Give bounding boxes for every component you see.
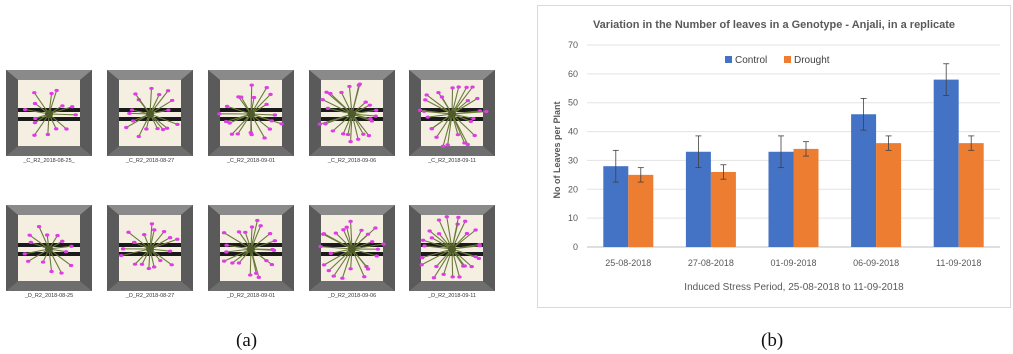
error-bar xyxy=(695,135,702,169)
bar-drought-27-08-2018 xyxy=(710,171,736,247)
bar-drought-11-09-2018 xyxy=(958,143,984,247)
legend-label: Control xyxy=(735,55,767,66)
image-caption: _C_R2_2018-09-01 xyxy=(226,158,276,164)
plant-image xyxy=(309,205,395,291)
y-tick-label: 60 xyxy=(568,69,578,79)
error-bar xyxy=(778,135,784,169)
image-caption: _C_R2_2018-08-27 xyxy=(125,158,175,164)
plant-image xyxy=(107,205,193,291)
plant-image xyxy=(409,205,495,291)
image-caption: _D_R2_2018-08-27 xyxy=(125,293,175,299)
x-tick-label: 25-08-2018 xyxy=(605,258,651,268)
chart-panel: Variation in the Number of leaves in a G… xyxy=(537,5,1011,308)
legend-swatch xyxy=(725,56,732,63)
plant-image xyxy=(309,70,395,156)
image-caption: _D_R2_2018-08-25 xyxy=(24,293,74,299)
bar-control-11-09-2018 xyxy=(933,79,959,247)
legend-item-drought: Drought xyxy=(784,55,830,66)
legend-label: Drought xyxy=(794,55,830,66)
image-caption: _C_R2_2018-09-11 xyxy=(428,158,476,164)
image-caption: _D_R2_2018-09-11 xyxy=(428,293,476,299)
chart-title: Variation in the Number of leaves in a G… xyxy=(593,19,955,31)
x-tick-label: 11-09-2018 xyxy=(936,258,981,268)
x-tick-label: 01-09-2018 xyxy=(770,258,816,268)
legend: Control Drought xyxy=(725,55,830,66)
bar-control-06-09-2018 xyxy=(851,114,877,247)
panel-a-label: (a) xyxy=(236,330,258,351)
y-axis-label: No of Leaves per Plant xyxy=(552,101,562,198)
x-axis-ticks: 25-08-2018 27-08-2018 01-09-2018 06-09-2018… xyxy=(605,258,981,268)
x-tick-label: 06-09-2018 xyxy=(853,258,899,268)
x-axis-label: Induced Stress Period, 25-08-2018 to 11-… xyxy=(684,282,904,293)
bar-drought-25-08-2018 xyxy=(628,174,654,247)
error-bar xyxy=(860,97,867,131)
y-tick-label: 50 xyxy=(568,98,578,108)
image-caption: _D_R2_2018-09-06 xyxy=(327,293,377,299)
plant-image xyxy=(107,70,193,156)
error-bar xyxy=(968,135,975,151)
plant-image xyxy=(208,205,294,291)
image-caption: _C_R2_2018-09-06 xyxy=(327,158,377,164)
plant-image xyxy=(208,70,294,156)
image-grid-panel: _C_R2_2018-08-25_ _C_R2_2018-08-27 _C_R2_2… xyxy=(6,70,495,351)
panel-b-label: (b) xyxy=(761,330,784,351)
error-bar xyxy=(803,141,809,157)
y-tick-label: 10 xyxy=(568,213,578,223)
plant-image xyxy=(409,70,495,156)
bar-drought-06-09-2018 xyxy=(876,143,902,247)
error-bar xyxy=(943,63,950,96)
legend-swatch xyxy=(784,56,791,63)
error-bars xyxy=(612,63,975,183)
y-tick-label: 40 xyxy=(568,127,578,137)
bars xyxy=(603,79,984,247)
x-tick-label: 27-08-2018 xyxy=(688,258,734,268)
error-bar xyxy=(612,149,619,183)
plant-image xyxy=(6,70,92,156)
y-tick-label: 0 xyxy=(573,242,578,252)
y-tick-label: 20 xyxy=(568,184,578,194)
error-bar xyxy=(720,164,727,180)
error-bar xyxy=(637,167,644,183)
y-axis-ticks: 0 10 20 30 40 50 60 70 xyxy=(568,40,578,252)
y-tick-label: 70 xyxy=(568,40,578,50)
bar-chart: Variation in the Number of leaves in a G… xyxy=(552,19,1000,293)
bar-drought-01-09-2018 xyxy=(793,148,819,247)
error-bar xyxy=(885,135,892,151)
y-tick-label: 30 xyxy=(568,155,578,165)
image-caption: _D_R2_2018-09-01 xyxy=(226,293,276,299)
legend-item-control: Control xyxy=(725,55,767,66)
plant-image xyxy=(6,205,92,291)
image-caption: _C_R2_2018-08-25_ xyxy=(23,158,75,164)
